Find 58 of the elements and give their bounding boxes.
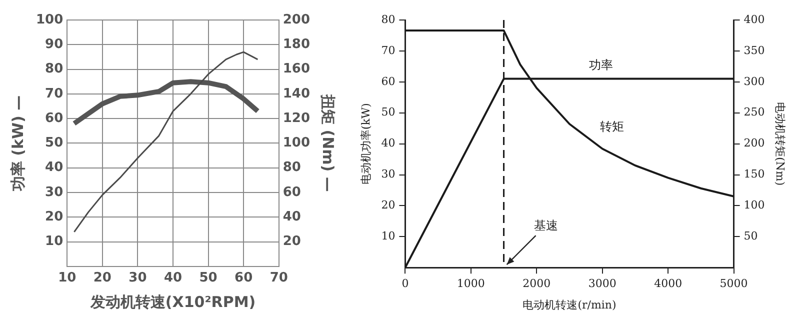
y2-tick-label: 200 (744, 136, 765, 150)
x-tick-label: 30 (128, 270, 147, 286)
y2-tick-label: 350 (744, 44, 765, 57)
y2-tick-label: 40 (282, 209, 301, 224)
y2-tick-label: 100 (282, 136, 310, 151)
y2-tick-label: 50 (744, 230, 758, 243)
y-tick-label: 80 (381, 12, 396, 26)
y-tick-label: 70 (381, 44, 396, 57)
y-tick-label: 30 (45, 184, 64, 200)
x-tick-label: 70 (270, 270, 288, 286)
x-tick-label: 3000 (588, 277, 616, 290)
y-tick-label: 10 (381, 230, 396, 243)
y2-tick-label: 160 (282, 62, 310, 77)
y-tick-label: 10 (45, 234, 64, 250)
y2-tick-label: 150 (744, 168, 765, 181)
y2-tick-label: 250 (744, 106, 765, 119)
x-tick-label: 40 (164, 270, 182, 286)
y2-tick-label: 100 (744, 198, 765, 212)
y-axis-title: 电动机功率(kW) (359, 103, 372, 185)
y-tick-label: 70 (45, 86, 64, 102)
y2-tick-label: 60 (282, 184, 301, 200)
y2-tick-label: 120 (282, 110, 310, 126)
series-label: 转矩 (600, 119, 624, 134)
y-tick-label: 20 (45, 209, 64, 224)
annotation: 基速 (534, 218, 558, 233)
y2-tick-label: 180 (282, 37, 310, 52)
y2-tick-label: 400 (744, 12, 765, 26)
y-tick-label: 60 (45, 110, 64, 126)
y-tick-label: 90 (45, 37, 64, 52)
x-tick-label: 60 (234, 270, 253, 286)
y2-tick-label: 200 (282, 12, 310, 28)
y-tick-label: 50 (381, 106, 396, 119)
x-tick-label: 20 (93, 270, 112, 286)
y-tick-label: 60 (381, 74, 396, 88)
y-tick-label: 40 (45, 160, 64, 176)
y2-tick-label: 20 (282, 234, 301, 250)
y-tick-label: 30 (381, 168, 396, 181)
y-tick-label: 80 (45, 62, 64, 77)
x-tick-label: 1000 (456, 277, 485, 290)
x-tick-label: 0 (402, 277, 409, 290)
x-tick-label: 50 (199, 270, 218, 286)
x-tick-label: 5000 (720, 277, 748, 290)
y-tick-label: 50 (45, 136, 64, 151)
y2-axis-title: 电动机转矩(Nm) (774, 102, 787, 186)
x-axis-title: 电动机转速(r/min) (522, 298, 616, 312)
x-tick-label: 2000 (522, 277, 551, 290)
x-tick-label: 4000 (654, 277, 682, 290)
x-axis-title: 发动机转速(X10²RPM) (89, 292, 256, 311)
y-axis-title: 功率 (kW) — (8, 95, 27, 192)
y2-tick-label: 300 (744, 74, 765, 88)
y-tick-label: 40 (381, 136, 396, 150)
y2-axis-title: 扭矩 (Nm) — (319, 94, 338, 192)
x-tick-label: 10 (58, 270, 76, 286)
y-tick-label: 20 (381, 198, 396, 212)
y-tick-label: 100 (36, 12, 64, 28)
series-label: 功率 (588, 58, 613, 72)
y2-tick-label: 80 (282, 160, 301, 176)
y2-tick-label: 140 (282, 86, 310, 102)
